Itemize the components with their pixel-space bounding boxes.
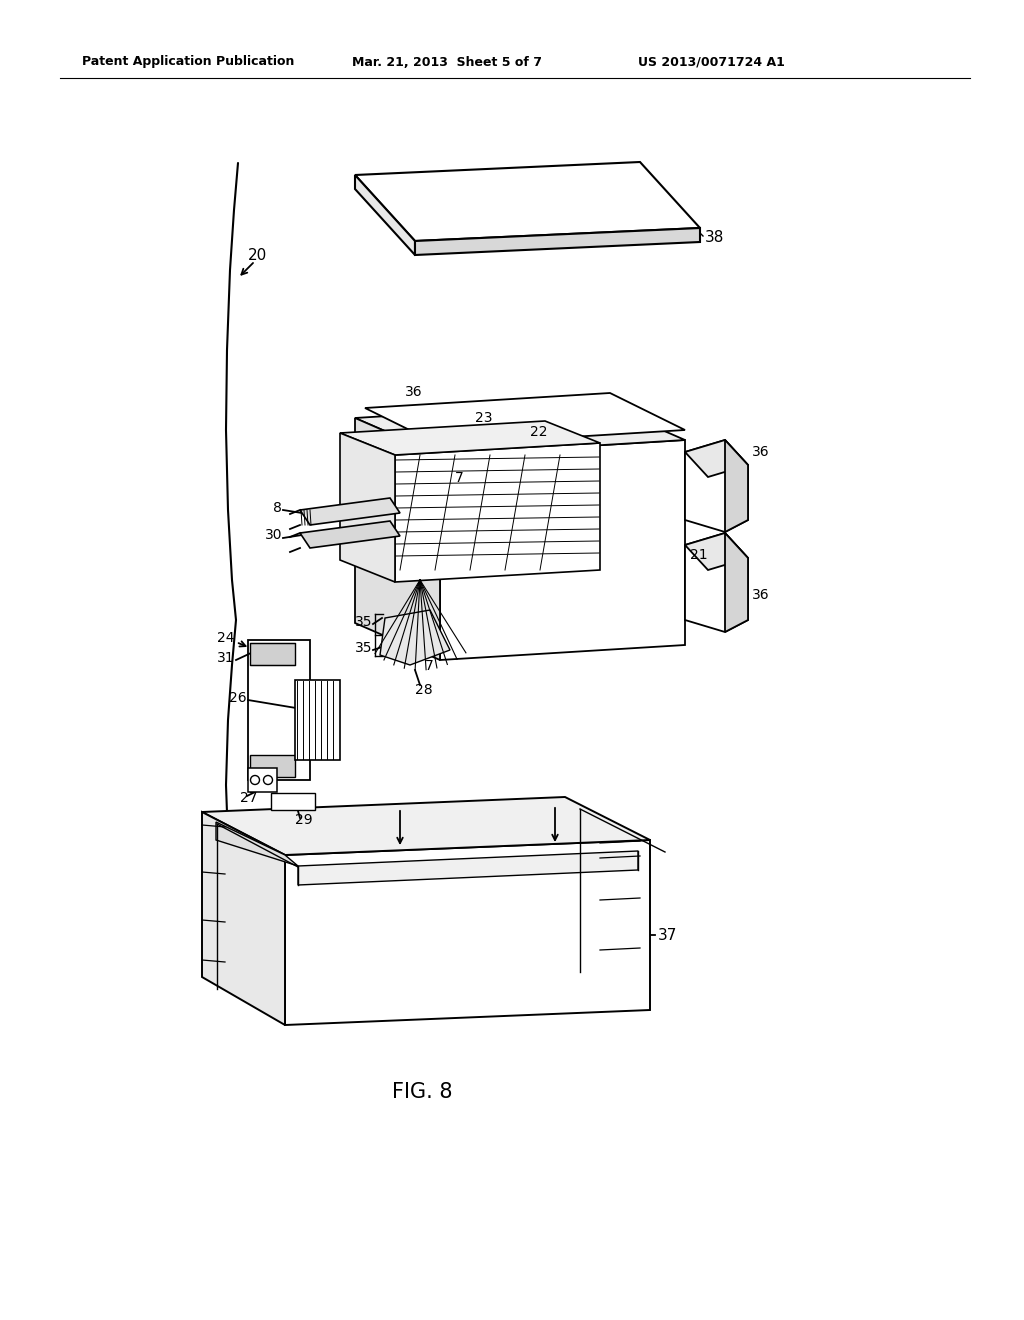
Text: 38: 38 bbox=[705, 231, 724, 246]
Polygon shape bbox=[685, 440, 748, 532]
Text: 26: 26 bbox=[229, 690, 247, 705]
Text: 21: 21 bbox=[690, 548, 708, 562]
Polygon shape bbox=[685, 533, 748, 570]
Text: Mar. 21, 2013  Sheet 5 of 7: Mar. 21, 2013 Sheet 5 of 7 bbox=[352, 55, 542, 69]
Text: 35: 35 bbox=[354, 642, 372, 655]
Polygon shape bbox=[248, 640, 310, 780]
Polygon shape bbox=[725, 440, 748, 532]
Polygon shape bbox=[355, 418, 440, 660]
Text: 7: 7 bbox=[425, 659, 434, 673]
Text: 27: 27 bbox=[240, 791, 257, 805]
Polygon shape bbox=[440, 440, 685, 660]
Text: 8: 8 bbox=[273, 502, 282, 515]
Text: 23: 23 bbox=[475, 411, 493, 425]
Polygon shape bbox=[216, 822, 298, 866]
Polygon shape bbox=[395, 444, 600, 582]
Text: 31: 31 bbox=[217, 651, 234, 665]
Polygon shape bbox=[340, 421, 600, 455]
Polygon shape bbox=[202, 797, 650, 855]
Text: US 2013/0071724 A1: US 2013/0071724 A1 bbox=[638, 55, 784, 69]
Polygon shape bbox=[355, 176, 415, 255]
Text: 29: 29 bbox=[295, 813, 312, 828]
Text: 30: 30 bbox=[264, 528, 282, 543]
Text: Patent Application Publication: Patent Application Publication bbox=[82, 55, 294, 69]
Polygon shape bbox=[415, 228, 700, 255]
Text: 35: 35 bbox=[354, 615, 372, 630]
Text: 36: 36 bbox=[406, 385, 423, 399]
Polygon shape bbox=[725, 533, 748, 632]
Polygon shape bbox=[300, 498, 400, 525]
Polygon shape bbox=[340, 433, 395, 582]
Text: 36: 36 bbox=[752, 587, 770, 602]
Polygon shape bbox=[285, 840, 650, 1026]
Polygon shape bbox=[685, 533, 748, 632]
Polygon shape bbox=[380, 610, 450, 665]
Text: FIG. 8: FIG. 8 bbox=[392, 1082, 453, 1102]
Text: 28: 28 bbox=[415, 682, 432, 697]
Polygon shape bbox=[271, 793, 315, 810]
Polygon shape bbox=[298, 851, 638, 884]
Polygon shape bbox=[295, 680, 340, 760]
Polygon shape bbox=[300, 521, 400, 548]
Polygon shape bbox=[355, 162, 700, 242]
Text: 36: 36 bbox=[752, 445, 770, 459]
Text: 20: 20 bbox=[248, 248, 267, 263]
Text: 24: 24 bbox=[217, 631, 234, 645]
Text: 37: 37 bbox=[658, 928, 677, 942]
Polygon shape bbox=[248, 768, 278, 792]
Text: 7: 7 bbox=[455, 471, 464, 484]
Polygon shape bbox=[250, 643, 295, 665]
Text: 22: 22 bbox=[530, 425, 548, 440]
Polygon shape bbox=[685, 440, 748, 477]
Polygon shape bbox=[355, 403, 685, 455]
Polygon shape bbox=[365, 393, 685, 445]
Polygon shape bbox=[250, 755, 295, 777]
Polygon shape bbox=[202, 812, 285, 1026]
